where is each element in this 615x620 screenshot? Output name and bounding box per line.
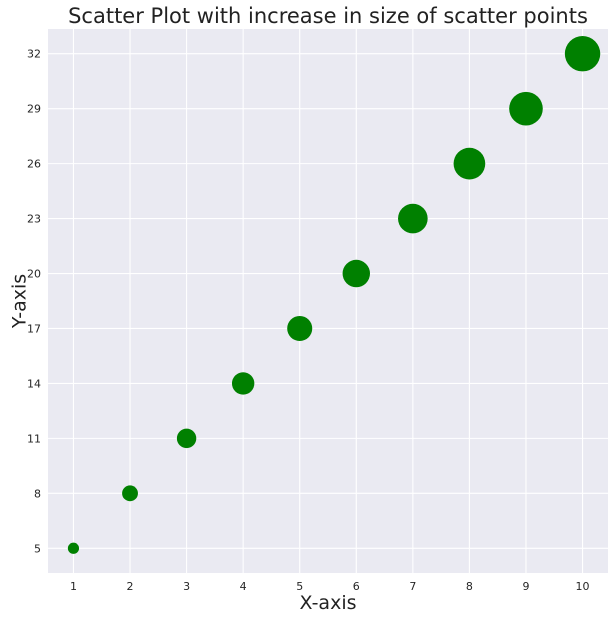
- scatter-point: [231, 372, 255, 395]
- y-tick-labels: 5 8 11 14 17 20 23 26 29 32: [27, 48, 41, 556]
- x-tick-label: 3: [183, 580, 190, 593]
- y-tick-label: 32: [27, 48, 41, 61]
- y-tick-label: 29: [27, 103, 41, 116]
- y-tick-label: 23: [27, 213, 41, 226]
- y-tick-label: 26: [27, 158, 41, 171]
- scatter-point: [176, 428, 197, 449]
- scatter-point: [453, 147, 486, 180]
- y-tick-label: 8: [34, 487, 41, 500]
- y-tick-label: 5: [34, 542, 41, 555]
- x-tick-label: 6: [353, 580, 360, 593]
- x-tick-label: 8: [466, 580, 473, 593]
- x-tick-label: 9: [522, 580, 529, 593]
- y-tick-label: 17: [27, 322, 41, 335]
- y-axis-label: Y-axis: [9, 274, 31, 329]
- y-tick-label: 20: [27, 268, 41, 281]
- y-tick-label: 14: [27, 377, 41, 390]
- x-tick-labels: 1 2 3 4 5 6 7 8 9 10: [70, 580, 590, 593]
- scatter-point: [564, 36, 601, 72]
- chart-title: Scatter Plot with increase in size of sc…: [68, 4, 588, 28]
- scatter-point: [287, 315, 313, 341]
- x-tick-label: 5: [296, 580, 303, 593]
- x-axis-label: X-axis: [300, 592, 357, 614]
- scatter-point: [122, 485, 138, 502]
- y-tick-label: 11: [27, 432, 41, 445]
- scatter-point: [342, 259, 370, 288]
- scatter-point: [398, 203, 428, 234]
- x-tick-label: 10: [576, 580, 590, 593]
- x-tick-label: 2: [127, 580, 134, 593]
- x-tick-label: 4: [240, 580, 247, 593]
- data-points: [67, 36, 601, 554]
- x-tick-label: 1: [70, 580, 77, 593]
- scatter-point: [67, 542, 80, 554]
- x-tick-label: 7: [409, 580, 416, 593]
- scatter-point: [509, 91, 543, 126]
